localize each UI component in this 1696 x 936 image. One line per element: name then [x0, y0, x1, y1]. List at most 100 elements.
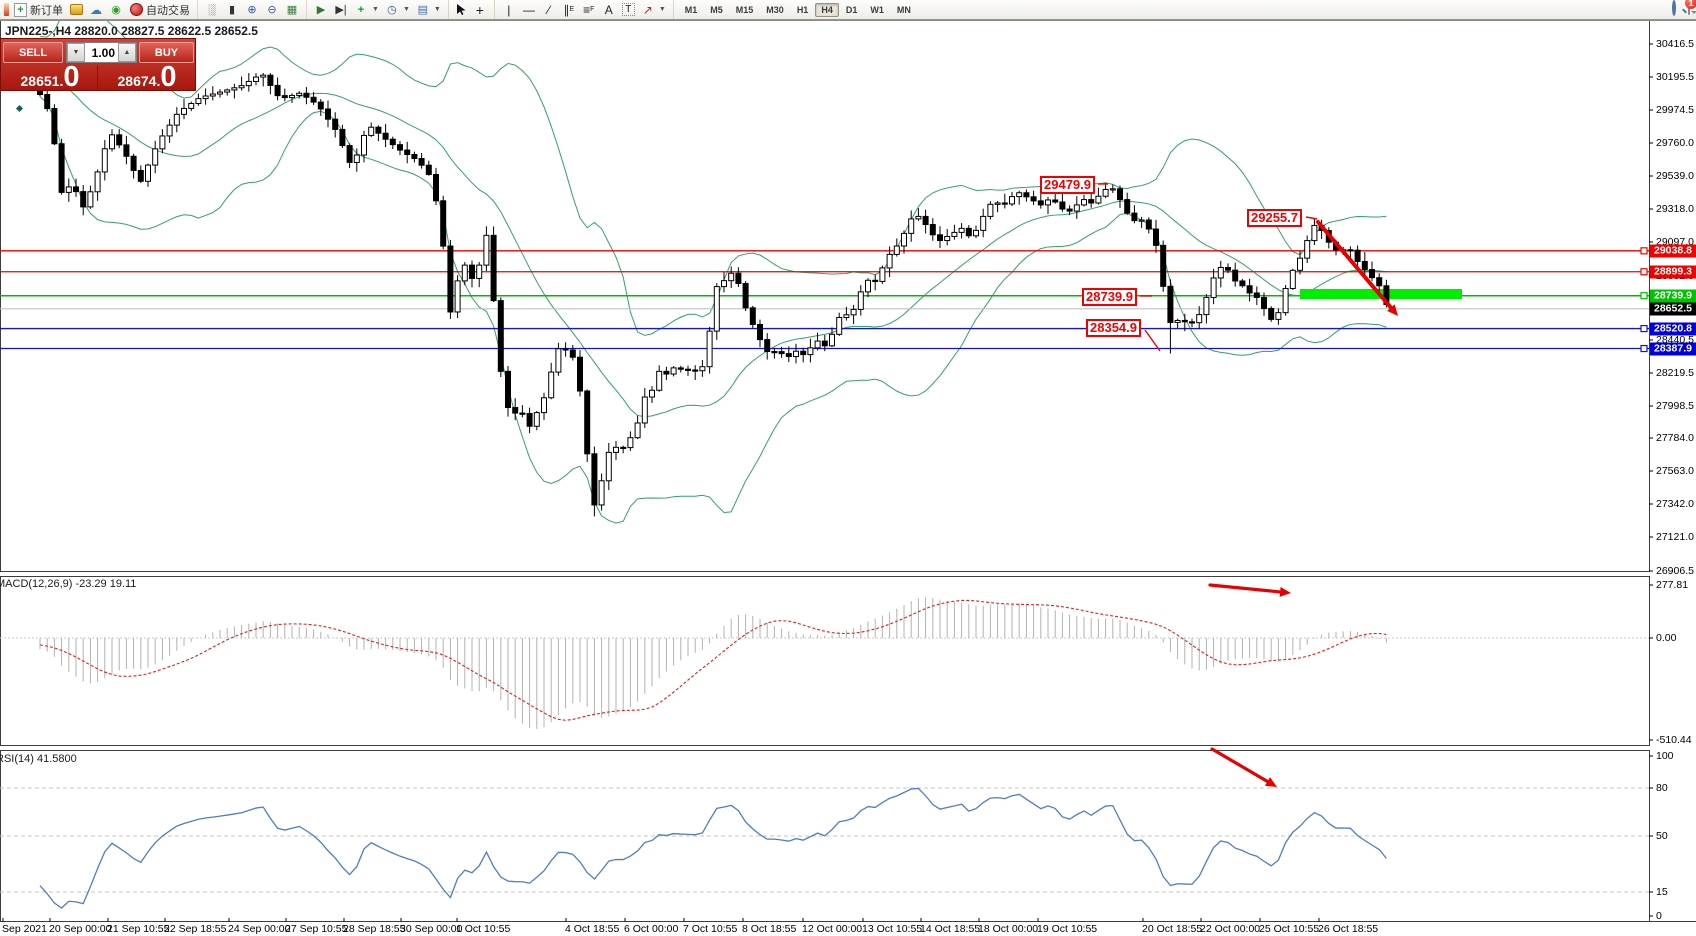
date-axis-label[interactable]: 28 Sep 18:55 [343, 923, 406, 935]
timeframe-button-m30[interactable]: M30 [766, 4, 784, 15]
date-axis-label[interactable]: Sep 2021 [2, 923, 47, 935]
price-axis-tick: 27121.0 [1656, 531, 1694, 543]
price-level-label: 28739.9 [1650, 289, 1696, 303]
date-axis-label[interactable]: 26 Oct 18:55 [1318, 923, 1379, 935]
signal-button[interactable]: ◉ [106, 2, 126, 18]
date-axis-label[interactable]: 6 Oct 00:00 [624, 923, 679, 935]
volume-decrease-button[interactable]: ▼ [67, 43, 85, 62]
tile-windows-button[interactable]: ▦ [282, 2, 302, 18]
clipped-icon [4, 3, 9, 16]
auto-scroll-button[interactable]: ▶ [311, 2, 331, 18]
crosshair-button[interactable]: + [470, 2, 490, 18]
buy-button[interactable]: BUY [139, 42, 194, 63]
sell-button[interactable]: SELL [3, 42, 63, 63]
deposit-button[interactable] [66, 2, 86, 18]
candlestick-chart-button[interactable]: ▮ [222, 2, 242, 18]
date-axis-label[interactable]: 25 Oct 10:55 [1259, 923, 1320, 935]
chart-title: JPN225-,H4 28820.0 28827.5 28622.5 28652… [5, 24, 258, 38]
ask-price-big: 0 [160, 61, 177, 93]
zoom-out-button[interactable]: ⊖ [262, 2, 282, 18]
zoom-in-icon: ⊕ [247, 3, 257, 16]
shapes-button[interactable]: ↗ ▼ [638, 2, 669, 18]
price-axis-tick: 29539.0 [1656, 170, 1694, 182]
date-axis-label[interactable]: 21 Sep 10:55 [107, 923, 170, 935]
date-axis-label[interactable]: 20 Oct 18:55 [1142, 923, 1203, 935]
periods-button[interactable]: ◷ ▼ [382, 2, 413, 18]
volume-increase-button[interactable]: ▲ [118, 43, 136, 62]
timeframe-group: M1 M5 M15 M30 H1 H4 D1 W1 MN [674, 2, 922, 17]
bid-price[interactable]: 28651. 0 [3, 63, 98, 92]
templates-button[interactable]: ▤ ▼ [413, 2, 444, 18]
toolbar-group-scroll: ▶ ▶| + ▼ ◷ ▼ ▤ ▼ [307, 0, 449, 19]
price-axis-tick: 29974.5 [1656, 104, 1694, 116]
auto-trading-button[interactable]: 自动交易 [126, 2, 193, 18]
macd-indicator-label: MACD(12,26,9) -23.29 19.11 [0, 578, 137, 590]
date-axis-label[interactable]: 27 Sep 10:55 [285, 923, 348, 935]
date-axis-label[interactable]: 30 Sep 00:00 [400, 923, 463, 935]
date-axis-label[interactable]: 19 Oct 10:55 [1037, 923, 1098, 935]
ask-price[interactable]: 28674. 0 [100, 61, 194, 93]
zoom-in-button[interactable]: ⊕ [242, 2, 262, 18]
date-axis-label[interactable]: 4 Oct 18:55 [565, 923, 620, 935]
price-callout: 29255.7 [1247, 209, 1302, 227]
date-axis-label[interactable]: 13 Oct 10:55 [862, 923, 923, 935]
bar-chart-button[interactable]: ░ [202, 2, 222, 18]
timeframe-button-m5[interactable]: M5 [710, 4, 723, 15]
timeframe-button-h1[interactable]: H1 [796, 4, 809, 15]
timeframe-button-m15[interactable]: M15 [735, 4, 754, 15]
vertical-line-button[interactable]: | [499, 2, 519, 18]
text-tool-button[interactable]: A [599, 2, 619, 18]
zoom-out-icon: ⊖ [267, 3, 277, 16]
date-axis-label[interactable]: 12 Oct 00:00 [802, 923, 863, 935]
rsi-indicator-label: RSI(14) 41.5800 [0, 753, 77, 765]
volume-stepper: ▼ ▲ [66, 42, 137, 63]
volume-input[interactable] [85, 43, 118, 62]
search-button[interactable] [1672, 0, 1676, 16]
date-axis-label[interactable]: 22 Sep 18:55 [164, 923, 227, 935]
price-level-label: 28652.5 [1650, 302, 1696, 316]
date-axis-label[interactable]: 18 Oct 00:00 [978, 923, 1039, 935]
toolbar: + 新订单 ☁ ◉ 自动交易 ░ ▮ ⊕ ⊖ ▦ ▶ ▶| + ▼ ◷ ▼ ▤ ▼ [0, 0, 1696, 20]
macd-axis-tick: -510.44 [1656, 734, 1692, 746]
timeframe-button-m1[interactable]: M1 [684, 4, 698, 15]
chart-shift-button[interactable]: ▶| [331, 2, 351, 18]
trendline-button[interactable]: ∕ [539, 2, 559, 18]
date-axis-label[interactable]: 20 Sep 00:00 [49, 923, 112, 935]
clock-icon: ◷ [387, 3, 397, 16]
notifications-button[interactable]: 1 [1685, 0, 1696, 15]
price-level-label: 29038.8 [1650, 244, 1696, 258]
price-level-label: 28520.8 [1650, 322, 1696, 336]
search-icon [1672, 0, 1676, 16]
timeframe-button-h4[interactable]: H4 [815, 2, 839, 17]
rsi-axis-tick: 80 [1656, 782, 1668, 794]
indicators-button[interactable]: + ▼ [351, 2, 382, 18]
date-axis-label[interactable]: 7 Oct 10:55 [683, 923, 738, 935]
timeframe-button-mn[interactable]: MN [896, 4, 911, 15]
horizontal-line-button[interactable]: — [519, 2, 539, 18]
label-tool-button[interactable]: T [619, 2, 638, 18]
profile-button[interactable]: ☁ [86, 2, 106, 18]
timeframe-button-w1[interactable]: W1 [870, 4, 884, 15]
fibonacci-button[interactable]: ≡ F [579, 2, 599, 18]
cursor-button[interactable] [453, 2, 470, 18]
price-axis-tick: 27784.0 [1656, 432, 1694, 444]
price-level-label: 28387.9 [1650, 342, 1696, 356]
macd-axis-tick: 0.00 [1656, 632, 1677, 644]
price-callout: 28739.9 [1082, 288, 1137, 306]
date-axis-label[interactable]: 8 Oct 18:55 [742, 923, 797, 935]
timeframe-button-d1[interactable]: D1 [845, 4, 858, 15]
caret-down-icon: ▼ [402, 6, 410, 13]
date-axis-label[interactable]: 22 Oct 00:00 [1200, 923, 1261, 935]
new-order-button[interactable]: + 新订单 [11, 2, 66, 18]
rsi-axis-tick: 0 [1656, 910, 1662, 922]
date-axis-label[interactable]: 14 Oct 18:55 [920, 923, 981, 935]
label-tool-icon: T [621, 3, 635, 16]
channel-button[interactable]: ∥ E [559, 2, 579, 18]
rsi-axis-tick: 50 [1656, 830, 1668, 842]
macd-axis-tick: 277.81 [1656, 579, 1689, 591]
horizontal-line-icon: — [522, 2, 535, 17]
date-axis-label[interactable]: 1 Oct 10:55 [456, 923, 511, 935]
date-axis-label[interactable]: 24 Sep 00:00 [228, 923, 291, 935]
fibonacci-icon: ≡ F [583, 2, 595, 17]
